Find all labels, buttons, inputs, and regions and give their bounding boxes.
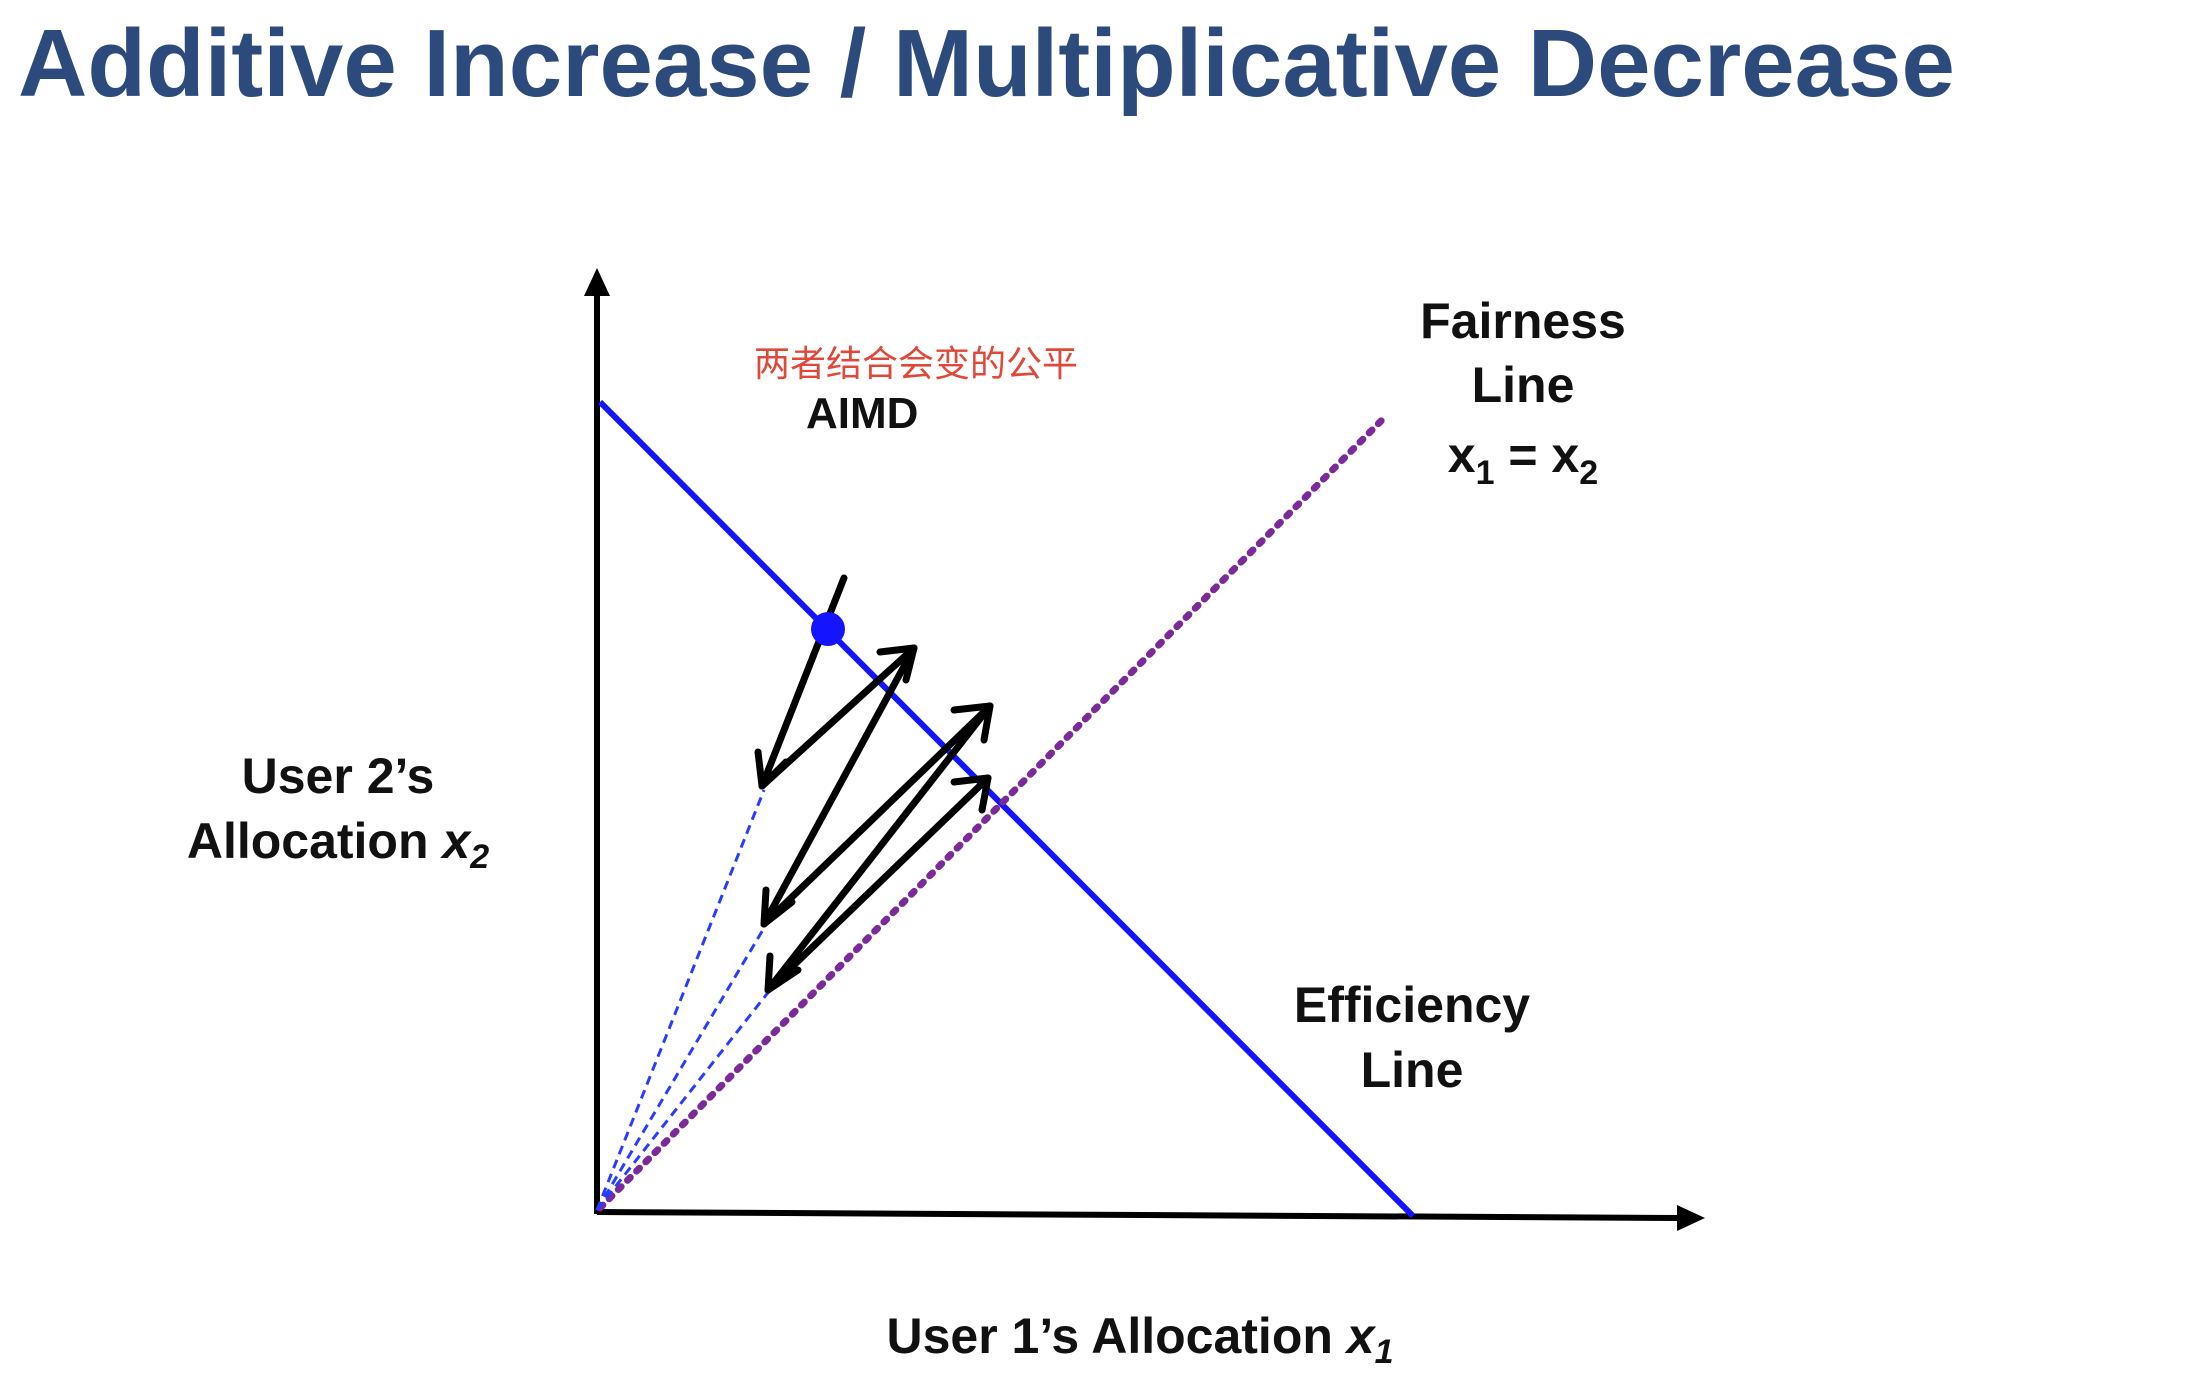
axes xyxy=(584,268,1705,1231)
trajectory-segment xyxy=(764,774,992,994)
efficiency-line xyxy=(597,399,1416,1219)
efficiency-line-label: Efficiency Line xyxy=(1294,977,1530,1098)
fairness-eq-mid: = x xyxy=(1495,427,1580,483)
trajectory-segment xyxy=(760,644,918,928)
y-axis-label-line2: Allocation x2 xyxy=(187,813,489,876)
efficiency-label-line2: Line xyxy=(1361,1042,1464,1098)
fairness-equation: x1 = x2 xyxy=(1448,427,1598,492)
x-axis-label-sub: 1 xyxy=(1375,1333,1394,1371)
fairness-label-line2: Line xyxy=(1472,357,1575,413)
y-axis-arrowhead xyxy=(584,268,610,296)
x-axis xyxy=(596,1209,1681,1221)
trajectory-arrowhead xyxy=(950,774,992,814)
fairness-label-line1: Fairness xyxy=(1420,293,1626,349)
aimd-label: AIMD xyxy=(806,389,918,438)
fairness-line-label: Fairness Line x1 = x2 xyxy=(1420,293,1626,492)
dashed-ray xyxy=(595,927,766,1211)
y-axis-label-line1: User 2’s xyxy=(242,748,435,804)
y-axis-label: User 2’s Allocation x2 xyxy=(187,748,489,876)
x-axis-arrowhead xyxy=(1677,1205,1705,1231)
y-axis-label-text: Allocation xyxy=(187,813,443,869)
fairness-eq-sub1: 1 xyxy=(1476,454,1495,492)
x-axis-label-var: x xyxy=(1344,1308,1377,1364)
aimd-trajectory xyxy=(754,574,994,994)
y-axis-label-sub: 2 xyxy=(469,838,489,876)
fairness-eq-sub2: 2 xyxy=(1579,454,1598,492)
trajectory-segment xyxy=(758,644,918,790)
annotation-chinese: 两者结合会变的公平 xyxy=(754,343,1078,384)
fairness-eq-x: x xyxy=(1448,427,1476,483)
trajectory-segment xyxy=(764,702,994,994)
y-axis-label-var: x xyxy=(439,813,472,869)
slide-title: Additive Increase / Multiplicative Decre… xyxy=(18,10,1955,117)
trajectory-segment xyxy=(760,702,994,928)
dashed-ray xyxy=(595,989,772,1211)
operating-point xyxy=(811,612,845,646)
multiplicative-decrease-rays xyxy=(595,789,772,1211)
x-axis-label-text: User 1’s Allocation xyxy=(886,1308,1346,1364)
dashed-ray xyxy=(595,789,766,1211)
fairness-line xyxy=(596,416,1386,1212)
efficiency-label-line1: Efficiency xyxy=(1294,977,1530,1033)
x-axis-label: User 1’s Allocation x1 xyxy=(886,1308,1393,1371)
